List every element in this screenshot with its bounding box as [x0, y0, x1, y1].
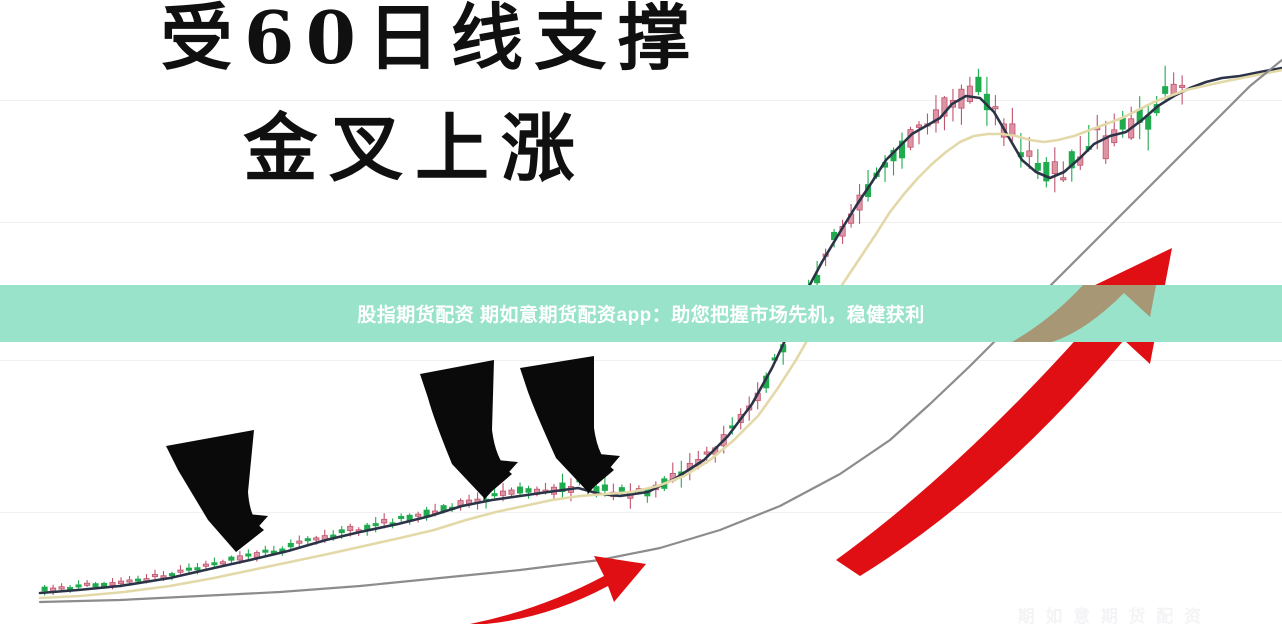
candle-down: [499, 490, 507, 496]
gridline-4: [0, 512, 1282, 513]
candle-down: [1179, 84, 1186, 88]
gridline-3: [0, 360, 1282, 361]
candle-down: [966, 85, 973, 102]
candle-up: [975, 76, 982, 93]
candle-down: [177, 569, 184, 573]
candle-down: [381, 518, 388, 524]
candle-up: [559, 482, 566, 493]
candle-up: [185, 567, 192, 571]
gridline-1: [0, 100, 1282, 101]
candle-up: [287, 542, 294, 548]
candle-down: [236, 555, 243, 561]
candle-up: [75, 584, 82, 588]
candle-up: [423, 509, 430, 517]
candle-up: [194, 567, 201, 571]
candle-up: [211, 562, 218, 566]
candle-up: [338, 529, 345, 534]
candle-down: [1102, 135, 1109, 160]
candle-up: [245, 553, 252, 557]
candle-down: [1009, 123, 1016, 136]
support-arrow-2: [420, 360, 518, 500]
moving-average-lines: [38, 58, 1282, 604]
candle-down: [126, 579, 133, 583]
candle-down: [1060, 177, 1067, 181]
candle-up: [1043, 162, 1050, 182]
candle-up: [1162, 86, 1169, 94]
promo-banner-text: 股指期货配资 期如意期货配资app：助您把握市场先机，稳健获利: [357, 305, 925, 326]
candle-down: [151, 574, 159, 578]
promo-banner[interactable]: 股指期货配资 期如意期货配资app：助您把握市场先机，稳健获利: [0, 285, 1282, 342]
candle-down: [118, 580, 125, 585]
support-arrow-1: [166, 430, 268, 552]
candle-up: [41, 586, 48, 592]
headline-line-2: 金叉上涨: [243, 106, 587, 192]
candle-up: [601, 484, 608, 491]
candle-down: [415, 513, 422, 517]
candle-up: [398, 515, 405, 519]
candle-down: [84, 582, 91, 586]
candle-down: [915, 124, 923, 128]
candle-down: [508, 489, 515, 495]
uptrend-arrow-lower: [470, 556, 646, 624]
candle-down: [219, 561, 226, 565]
candle-down: [1026, 150, 1033, 157]
candle-up: [304, 538, 311, 542]
candle-up: [92, 583, 99, 588]
candle-down: [992, 106, 999, 110]
candle-up: [1119, 117, 1126, 130]
candle-up: [134, 578, 142, 582]
ma-line: [38, 66, 1282, 595]
candle-down: [58, 586, 65, 590]
candle-down: [941, 97, 948, 117]
candle-down: [109, 582, 116, 586]
candle-down: [932, 109, 939, 124]
candle-down: [313, 537, 320, 541]
candle-down: [253, 552, 260, 558]
candle-up: [228, 556, 235, 561]
candle-up: [168, 573, 175, 577]
candle-up: [898, 140, 906, 159]
candle-up: [262, 549, 269, 553]
candle-up: [491, 493, 498, 497]
candle-up: [1034, 162, 1041, 171]
candle-up: [814, 275, 821, 284]
gridline-2: [0, 222, 1282, 223]
candle-up: [516, 486, 524, 494]
watermark-text: 期 如 意 期 货 配 资: [1017, 607, 1204, 624]
ma-line: [38, 68, 1282, 600]
candle-down: [296, 540, 303, 544]
candle-up: [372, 523, 379, 527]
handwritten-headline: 受60日线支撑 金叉上涨: [0, 0, 810, 225]
candle-up: [525, 488, 532, 493]
headline-line-1: 受60日线支撑: [160, 0, 702, 80]
candle-down: [1051, 161, 1058, 174]
ma-line: [38, 58, 1282, 604]
support-arrow-3: [520, 356, 620, 494]
candle-down: [347, 525, 354, 531]
candle-down: [202, 563, 209, 567]
candle-up: [1068, 151, 1075, 169]
